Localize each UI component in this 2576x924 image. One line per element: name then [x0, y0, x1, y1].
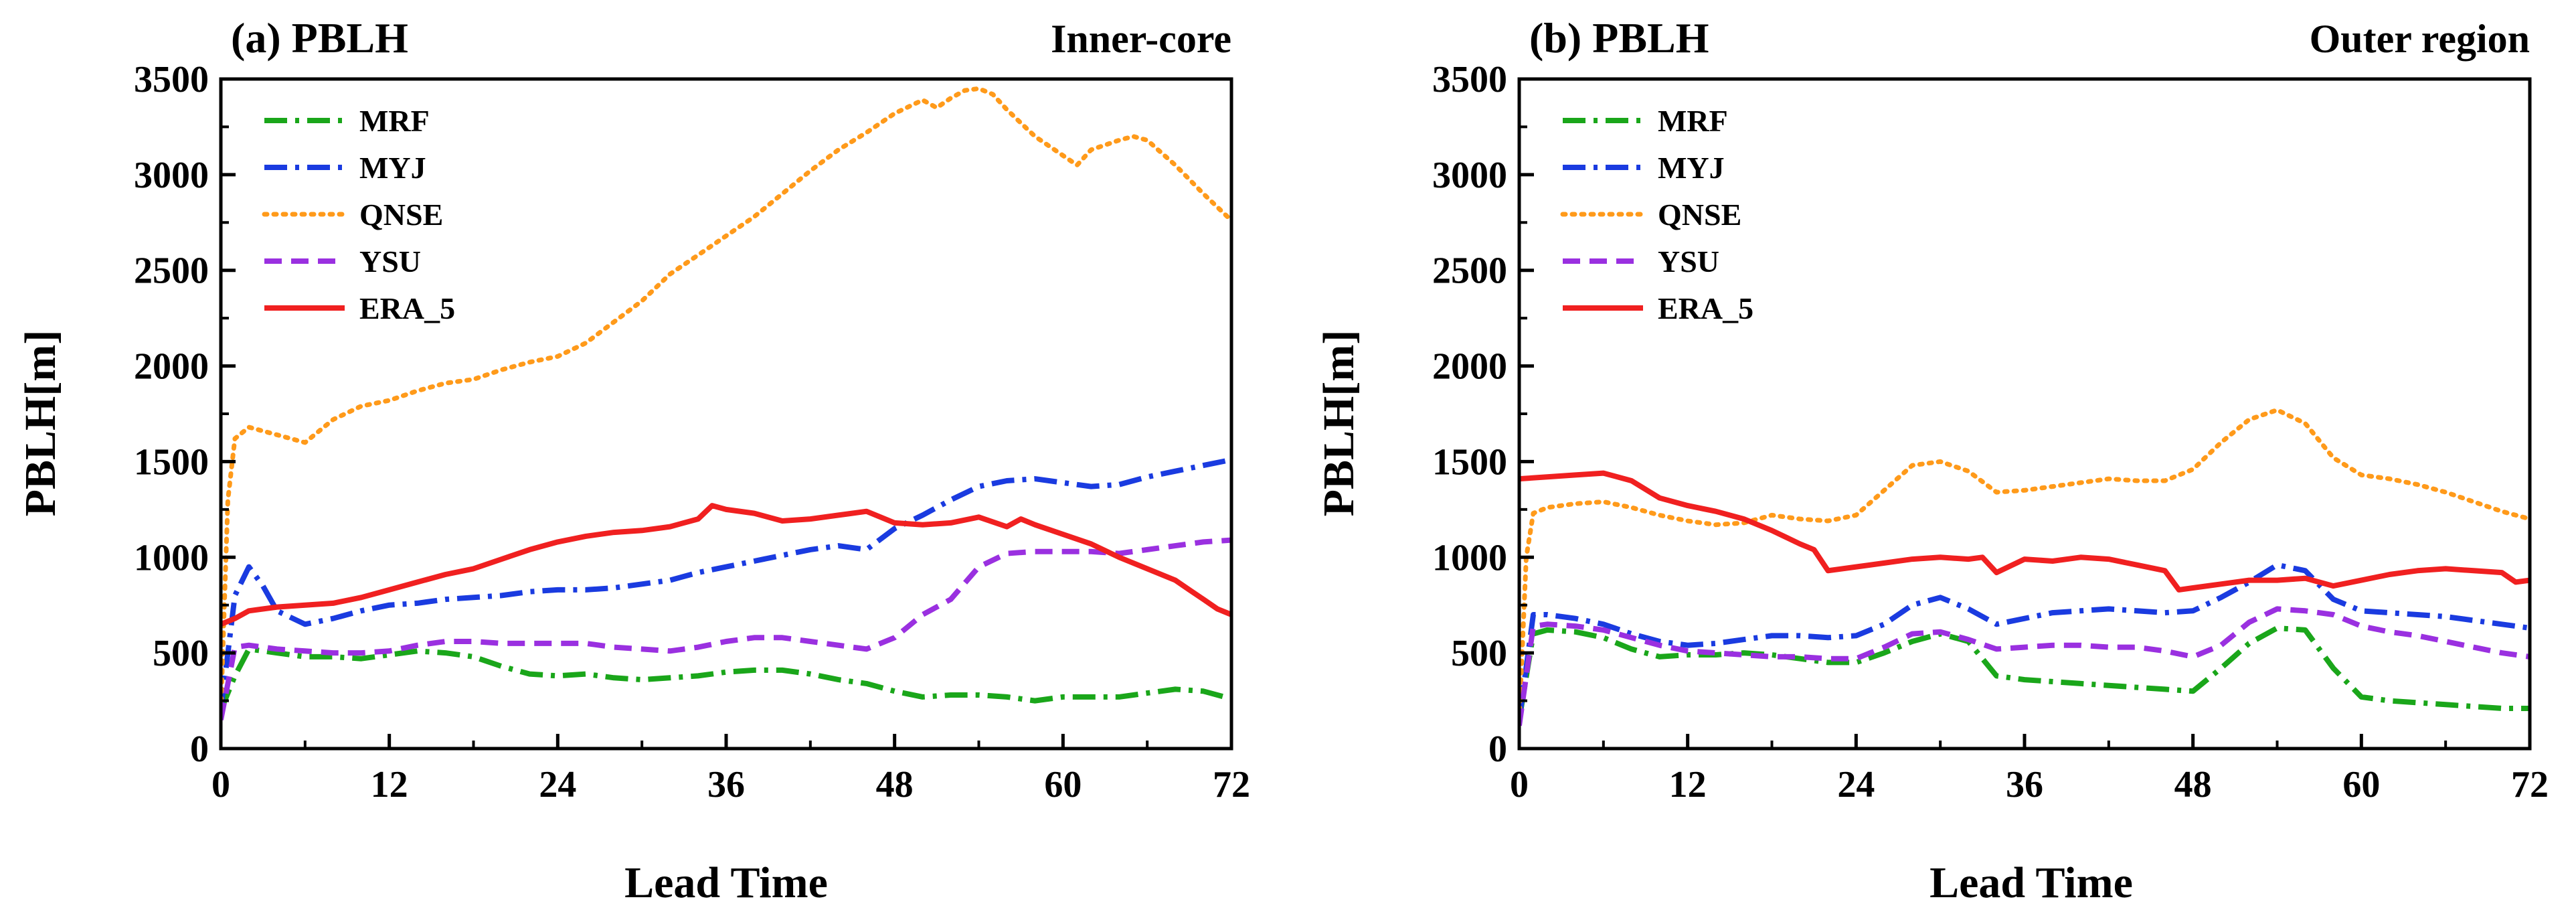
panel-a-x-tick-label: 12	[371, 764, 408, 805]
panel-b-series-ysu	[1519, 606, 2530, 726]
panel-b-series-era-5	[1519, 470, 2530, 593]
panel-b-series-group	[1519, 407, 2530, 726]
panel-b-y-tick-label: 2000	[1432, 346, 1507, 388]
panel-a-series-mrf	[221, 646, 1231, 712]
panel-a-x-tick-label: 48	[876, 764, 914, 805]
panel-a-title: (a) PBLH	[231, 14, 408, 62]
panel-b-x-tick-label: 48	[2174, 764, 2212, 805]
panel-a-legend-label-myj: MYJ	[359, 151, 426, 185]
panel-b-legend-label-mrf: MRF	[1658, 104, 1728, 138]
panel-b-y-axis-title: PBLH[m]	[1314, 330, 1363, 517]
panel-a-inner-core: (a) PBLH Inner-core Lead Time PBLH[m] 0 1…	[16, 14, 1250, 907]
panel-b-x-tick-label: 0	[1510, 764, 1529, 805]
panel-b-x-axis-title: Lead Time	[1929, 858, 2133, 907]
panel-a-y-tick-label: 3000	[134, 155, 209, 196]
panel-b-series-myj	[1519, 562, 2530, 720]
panel-b-y-tick-label: 500	[1451, 633, 1507, 674]
panel-b-x-tick-label: 12	[1669, 764, 1707, 805]
panel-a-y-tick-label: 3500	[134, 59, 209, 100]
panel-a-legend-label-ysu: YSU	[359, 244, 421, 279]
panel-b-title: (b) PBLH	[1529, 14, 1709, 62]
panel-a-y-tick-label: 2000	[134, 346, 209, 388]
panel-b-region-label: Outer region	[2310, 17, 2530, 61]
panel-b-legend-label-myj: MYJ	[1658, 151, 1725, 185]
panel-a-x-tick-label: 72	[1213, 764, 1250, 805]
panel-a-y-tick-label: 500	[153, 633, 209, 674]
panel-b-x-tick-label: 60	[2342, 764, 2380, 805]
panel-b-legend-label-era-5: ERA_5	[1658, 291, 1753, 325]
panel-a-series-group	[221, 86, 1231, 720]
panel-b-legend-label-ysu: YSU	[1658, 244, 1719, 279]
panel-a-y-axis-title: PBLH[m]	[16, 330, 65, 517]
panel-b-y-tick-label: 2500	[1432, 250, 1507, 292]
panel-a-x-tick-label: 36	[707, 764, 745, 805]
panel-b-series-qnse	[1519, 407, 2530, 722]
panel-b-legend: MRF MYJ QNSE YSU ERA_5	[1560, 104, 1753, 325]
panel-b-y-tick-label: 1000	[1432, 537, 1507, 579]
panel-a-legend-label-qnse: QNSE	[359, 198, 443, 232]
panel-a-x-tick-label: 60	[1044, 764, 1082, 805]
panel-b-outer-region: (b) PBLH Outer region Lead Time PBLH[m] …	[1314, 14, 2549, 907]
panel-a-legend-label-era-5: ERA_5	[359, 291, 455, 325]
panel-b-y-tick-label: 1500	[1432, 441, 1507, 483]
panel-a-x-tick-label: 24	[539, 764, 576, 805]
panel-a-y-tick-label: 1500	[134, 441, 209, 483]
panel-a-y-tick-label: 1000	[134, 537, 209, 579]
panel-a-series-qnse	[221, 86, 1231, 713]
panel-a-x-axis-title: Lead Time	[624, 858, 828, 907]
panel-b-x-tick-label: 36	[2006, 764, 2043, 805]
panel-a-y-tick-label: 2500	[134, 250, 209, 292]
panel-b-y-tick-label: 3000	[1432, 155, 1507, 196]
panel-b-legend-label-qnse: QNSE	[1658, 198, 1741, 232]
panel-a-legend-label-mrf: MRF	[359, 104, 430, 138]
panel-b-x-tick-label: 24	[1837, 764, 1875, 805]
panel-a-region-label: Inner-core	[1051, 17, 1231, 61]
panel-b-series-mrf	[1519, 625, 2530, 720]
panel-a-x-tick-label: 0	[211, 764, 230, 805]
panel-b-x-tick-label: 72	[2511, 764, 2549, 805]
panel-a-y-tick-label: 0	[190, 728, 209, 770]
panel-a-series-myj	[221, 457, 1231, 711]
panel-a-legend: MRF MYJ QNSE YSU ERA_5	[262, 104, 455, 325]
panel-a-series-era-5	[221, 503, 1231, 627]
panel-b-y-tick-label: 0	[1488, 728, 1507, 770]
panel-b-y-tick-label: 3500	[1432, 59, 1507, 100]
